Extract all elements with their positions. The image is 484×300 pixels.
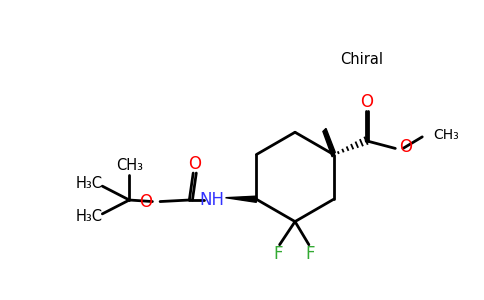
Text: F: F — [273, 245, 283, 263]
Text: Chiral: Chiral — [341, 52, 383, 67]
Text: O: O — [139, 193, 152, 211]
Polygon shape — [226, 196, 257, 202]
Text: CH₃: CH₃ — [116, 158, 143, 173]
Text: F: F — [306, 245, 315, 263]
Text: H₃C: H₃C — [76, 176, 103, 190]
Text: O: O — [188, 155, 201, 173]
Text: O: O — [360, 93, 373, 111]
Polygon shape — [323, 128, 335, 157]
Text: O: O — [399, 138, 412, 156]
Text: CH₃: CH₃ — [433, 128, 459, 142]
Text: H₃C: H₃C — [76, 209, 103, 224]
Text: NH: NH — [199, 191, 224, 209]
